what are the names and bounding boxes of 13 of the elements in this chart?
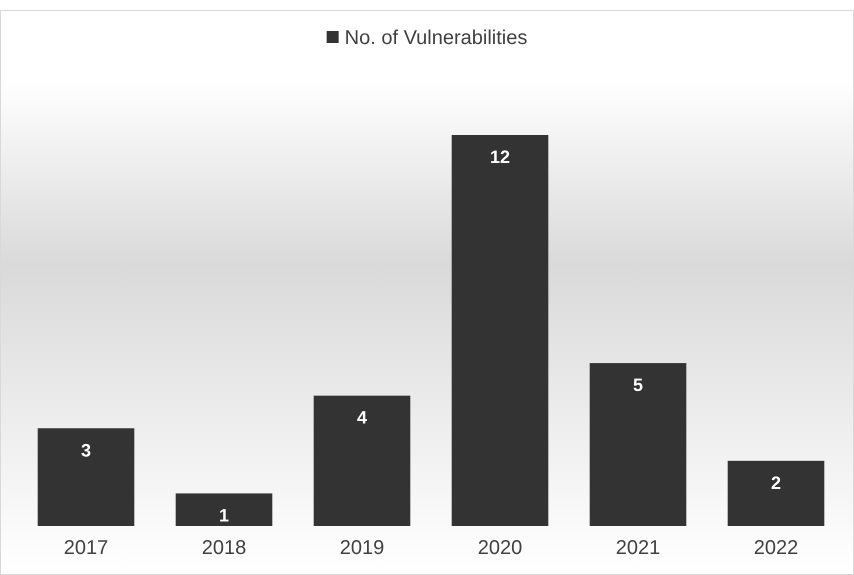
x-tick-label: 2017 [64, 537, 108, 560]
data-label: 3 [80, 440, 92, 460]
data-label: 4 [356, 408, 368, 428]
x-tick-label: 2018 [202, 537, 246, 560]
x-tick-label: 2019 [340, 537, 384, 560]
x-tick-label: 2022 [754, 537, 798, 560]
data-label: 2 [770, 472, 782, 493]
data-label: 12 [490, 147, 510, 167]
data-label: 1 [218, 505, 230, 526]
data-label: 5 [632, 375, 644, 396]
x-tick-label: 2021 [616, 537, 660, 560]
x-tick-label: 2020 [478, 537, 522, 560]
legend-label: No. of Vulnerabilities [344, 27, 528, 49]
